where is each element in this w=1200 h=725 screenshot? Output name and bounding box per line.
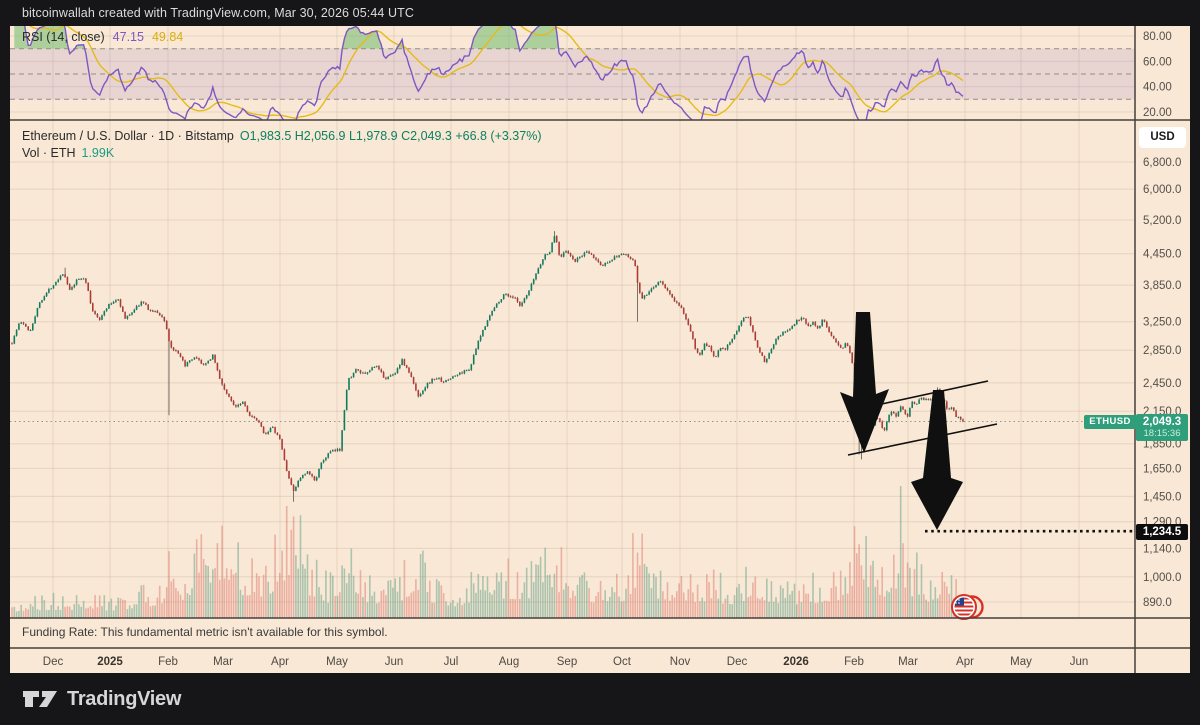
funding-rate-message: Funding Rate: This fundamental metric is… xyxy=(22,625,388,639)
time-axis-label: Sep xyxy=(557,656,577,668)
volume-layer xyxy=(11,486,964,618)
down-arrow-annotation[interactable] xyxy=(840,312,889,453)
price-axis-tick: 1,450.0 xyxy=(1143,491,1181,503)
tradingview-logo-icon xyxy=(23,691,57,707)
rsi-axis-tick: 40.00 xyxy=(1143,82,1172,94)
time-axis-label: Dec xyxy=(43,656,64,668)
down-arrow-annotation[interactable] xyxy=(911,390,963,530)
time-axis[interactable]: Dec 2025 Feb Mar Apr May Jun Jul Aug Sep Oct Nov Dec… xyxy=(43,656,1089,668)
price-axis-tick: 1,650.0 xyxy=(1143,463,1181,475)
annotations-layer[interactable] xyxy=(840,312,1135,533)
rsi-title: RSI (14, close) xyxy=(22,30,105,44)
price-axis-tick: 2,850.0 xyxy=(1143,345,1181,357)
rsi-axis-tick: 60.00 xyxy=(1143,56,1172,68)
price-axis-tick: 890.0 xyxy=(1143,597,1172,609)
price-axis-tick: 4,450.0 xyxy=(1143,249,1181,261)
trendline[interactable] xyxy=(867,380,989,408)
attribution-bar: bitcoinwallah created with TradingView.c… xyxy=(0,0,1200,26)
time-axis-label: Feb xyxy=(158,656,178,668)
time-axis-label: Jul xyxy=(444,656,459,668)
target-price-axis-label: 1,234.5 xyxy=(1136,524,1188,540)
time-axis-label: Oct xyxy=(613,656,632,668)
last-price-value: 2,049.3 xyxy=(1142,416,1182,429)
tradingview-logo[interactable]: TradingView xyxy=(22,686,181,712)
volume-legend[interactable]: Vol · ETH 1.99K xyxy=(22,146,114,160)
last-price-axis-label: 2,049.3 18:15:36 xyxy=(1136,414,1188,441)
time-axis-label: May xyxy=(326,656,348,668)
rsi-axis-tick: 20.00 xyxy=(1143,107,1172,119)
time-axis-label: Nov xyxy=(670,656,691,668)
rsi-ma-line xyxy=(29,26,964,119)
us-flag-badge-icon xyxy=(951,594,984,620)
trendline[interactable] xyxy=(847,423,998,456)
chart-canvas[interactable]: 80.00 60.00 40.00 20.00 6,800.0 6,000.0 5,200.… xyxy=(10,26,1190,673)
chart-background xyxy=(10,26,1190,673)
tradingview-logo-text: TradingView xyxy=(67,687,182,710)
price-axis[interactable]: 80.00 60.00 40.00 20.00 6,800.0 6,000.0 5,200.… xyxy=(1143,31,1181,609)
price-axis-tick: 2,450.0 xyxy=(1143,378,1181,390)
rsi-legend[interactable]: RSI (14, close) 47.15 49.84 xyxy=(22,30,183,44)
bar-countdown: 18:15:36 xyxy=(1143,427,1181,439)
time-axis-label: Jun xyxy=(1070,656,1089,668)
time-axis-label: 2025 xyxy=(97,656,123,668)
volume-label: Vol · ETH xyxy=(22,146,76,160)
time-axis-label: Dec xyxy=(727,656,748,668)
price-axis-tick: 6,800.0 xyxy=(1143,157,1181,169)
rsi-overbought-fill xyxy=(14,26,963,49)
rsi-ma-value: 49.84 xyxy=(151,30,184,44)
time-axis-label: Mar xyxy=(213,656,233,668)
rsi-pane[interactable] xyxy=(10,26,1135,126)
time-axis-label: 2026 xyxy=(783,656,809,668)
price-axis-tick: 1,850.0 xyxy=(1143,439,1181,451)
time-axis-label: Apr xyxy=(956,656,974,668)
symbol-title: Ethereum / U.S. Dollar · 1D · Bitstamp xyxy=(22,129,234,143)
pane-separators xyxy=(10,26,1190,673)
rsi-value: 47.15 xyxy=(112,30,144,44)
candles-layer xyxy=(11,231,964,502)
time-axis-label: May xyxy=(1010,656,1032,668)
attribution-text: bitcoinwallah created with TradingView.c… xyxy=(22,6,414,20)
rsi-line xyxy=(24,26,964,120)
time-axis-label: Feb xyxy=(844,656,864,668)
volume-value: 1.99K xyxy=(81,146,115,160)
rsi-axis-tick: 80.00 xyxy=(1143,31,1172,43)
price-axis-tick: 1,140.0 xyxy=(1143,543,1181,555)
time-axis-label: Mar xyxy=(898,656,918,668)
price-axis-tick: 3,250.0 xyxy=(1143,317,1181,329)
time-axis-label: Jun xyxy=(385,656,404,668)
time-axis-label: Apr xyxy=(271,656,289,668)
price-axis-tick: 3,850.0 xyxy=(1143,280,1181,292)
symbol-legend[interactable]: Ethereum / U.S. Dollar · 1D · Bitstamp O1… xyxy=(22,129,542,143)
footer-bar: TradingView xyxy=(0,673,1200,725)
price-axis-tick: 6,000.0 xyxy=(1143,184,1181,196)
ohlc-values: O1,983.5 H2,056.9 L1,978.9 C2,049.3 +66.… xyxy=(239,129,542,143)
price-axis-tick: 1,000.0 xyxy=(1143,572,1181,584)
price-axis-tick: 5,200.0 xyxy=(1143,215,1181,227)
price-line-symbol-label: ETHUSD xyxy=(1084,415,1136,429)
currency-toggle-button[interactable]: USD xyxy=(1139,127,1186,148)
chart-container[interactable]: 80.00 60.00 40.00 20.00 6,800.0 6,000.0 5,200.… xyxy=(10,26,1190,673)
time-axis-label: Aug xyxy=(499,656,519,668)
